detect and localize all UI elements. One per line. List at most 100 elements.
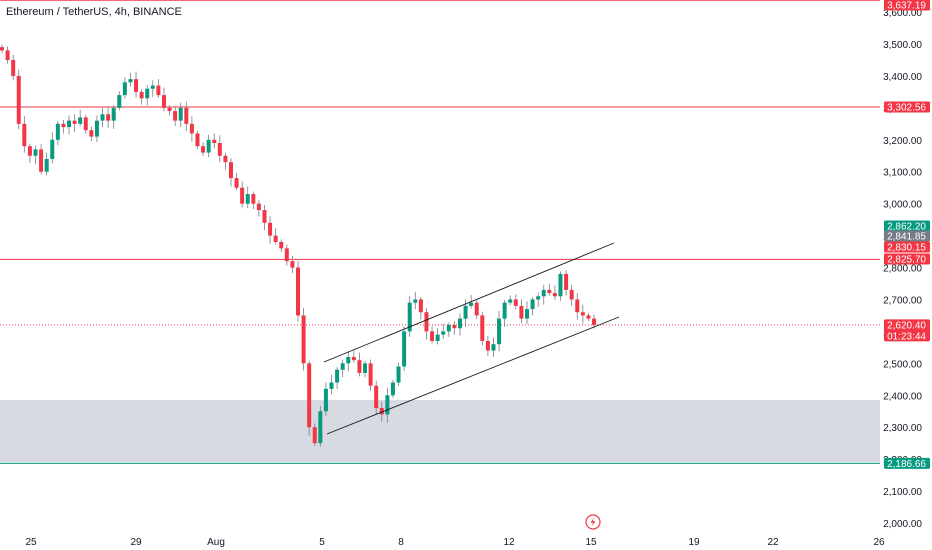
candle-body — [351, 356, 356, 361]
candle-body — [418, 299, 423, 313]
candle-body — [312, 427, 317, 444]
y-tick-label: 2,700.00 — [883, 295, 922, 306]
candle-body — [78, 117, 83, 124]
chart-title: Ethereum / TetherUS, 4h, BINANCE — [6, 6, 182, 18]
candle-body — [189, 123, 194, 134]
candle-body — [296, 267, 300, 316]
price-label-2,841.85: 2,841.85 — [884, 230, 930, 243]
x-tick-label: 19 — [688, 537, 700, 548]
candle-body — [245, 194, 250, 204]
candle-body — [111, 107, 116, 121]
price-label-2,186.66: 2,186.66 — [884, 457, 930, 470]
candle-body — [268, 222, 273, 236]
candle-body — [16, 75, 21, 124]
candle-body — [251, 194, 256, 204]
candle-body — [94, 120, 99, 137]
candle-body — [547, 289, 552, 294]
price-label-text: 2,841.85 — [887, 232, 926, 243]
candle-body — [61, 123, 66, 128]
candle-body — [346, 356, 351, 364]
candle-body — [452, 325, 457, 329]
candle-body — [106, 114, 111, 121]
candle-body — [290, 261, 295, 268]
y-tick-label: 3,400.00 — [883, 72, 922, 83]
candle-body — [374, 385, 379, 409]
price-label-text: 2,186.66 — [887, 459, 926, 470]
price-label-text: 2,862.20 — [887, 222, 926, 233]
candle-body — [396, 366, 401, 383]
candle-body — [318, 411, 323, 444]
candle-body — [11, 59, 16, 76]
price-label-box — [884, 230, 930, 242]
candle-body — [580, 312, 585, 316]
x-tick-label: 12 — [503, 537, 515, 548]
countdown-text: 01:23:44 — [887, 331, 926, 342]
channel-upper-line — [323, 242, 615, 363]
y-tick-label: 3,500.00 — [883, 40, 922, 51]
candle-body — [530, 299, 535, 310]
candle-body — [469, 302, 474, 306]
candle-body — [150, 85, 155, 89]
candle-body — [284, 248, 289, 262]
time-axis[interactable]: 25 29 Aug 5 8 12 15 19 22 26 — [25, 537, 885, 548]
lightning-icon[interactable] — [585, 514, 601, 530]
x-tick-label: 29 — [130, 537, 142, 548]
candle-body — [262, 210, 267, 223]
price-label-box — [884, 253, 930, 265]
candle-body — [55, 123, 60, 140]
price-label-3,302.56: 3,302.56 — [884, 101, 930, 114]
candle-body — [184, 107, 189, 124]
candle-body — [552, 293, 557, 297]
candle-body — [363, 363, 368, 373]
y-tick-label: 2,800.00 — [883, 264, 922, 275]
candle-body — [122, 82, 127, 96]
candle-body — [340, 363, 345, 370]
candle-body — [502, 302, 507, 319]
candle-body — [485, 340, 490, 351]
candle-body — [390, 382, 395, 396]
x-tick-label: 15 — [585, 537, 597, 548]
candle-body — [558, 273, 563, 297]
y-tick-label: 2,400.00 — [883, 391, 922, 402]
candle-body — [50, 139, 55, 159]
candle-body — [424, 312, 429, 332]
x-tick-label: 8 — [398, 537, 404, 548]
candle-body — [134, 79, 139, 92]
candle-body — [39, 149, 44, 172]
candle-body — [441, 331, 446, 335]
candle-body — [301, 315, 306, 364]
candle-body — [329, 382, 334, 389]
candle-body — [491, 344, 496, 351]
candle-body — [72, 120, 77, 124]
candle-body — [368, 363, 373, 386]
candle-body — [117, 95, 122, 108]
x-tick-label: 5 — [319, 537, 325, 548]
candle-body — [228, 162, 233, 179]
candle-body — [446, 325, 451, 332]
x-tick-label: Aug — [207, 537, 225, 548]
candle-body — [519, 305, 524, 319]
candle-body — [575, 299, 580, 313]
price-label-box — [884, 220, 930, 232]
candle-body — [217, 142, 222, 156]
candle-body — [206, 139, 211, 153]
candle-body — [89, 130, 94, 137]
candle-body — [480, 315, 485, 341]
candle-body — [33, 149, 38, 156]
candle-body — [407, 302, 412, 332]
y-tick-label: 2,500.00 — [883, 359, 922, 370]
candle-body — [178, 107, 183, 121]
candle-body — [201, 146, 206, 153]
candle-body — [430, 331, 435, 341]
price-labels: 2,862.202,841.852,830.152,825.70 2,620.40… — [884, 0, 930, 470]
candle-body — [67, 120, 72, 128]
price-label-3,637.19: 3,637.19 — [884, 0, 930, 12]
y-tick-label: 3,200.00 — [883, 136, 922, 147]
candle-body — [307, 363, 312, 428]
candle-body — [564, 273, 569, 290]
candle-body — [234, 178, 239, 188]
price-axis[interactable]: 2,000.002,100.002,200.002,300.002,400.00… — [883, 8, 922, 530]
candle-body — [256, 203, 261, 211]
y-tick-label: 2,300.00 — [883, 423, 922, 434]
